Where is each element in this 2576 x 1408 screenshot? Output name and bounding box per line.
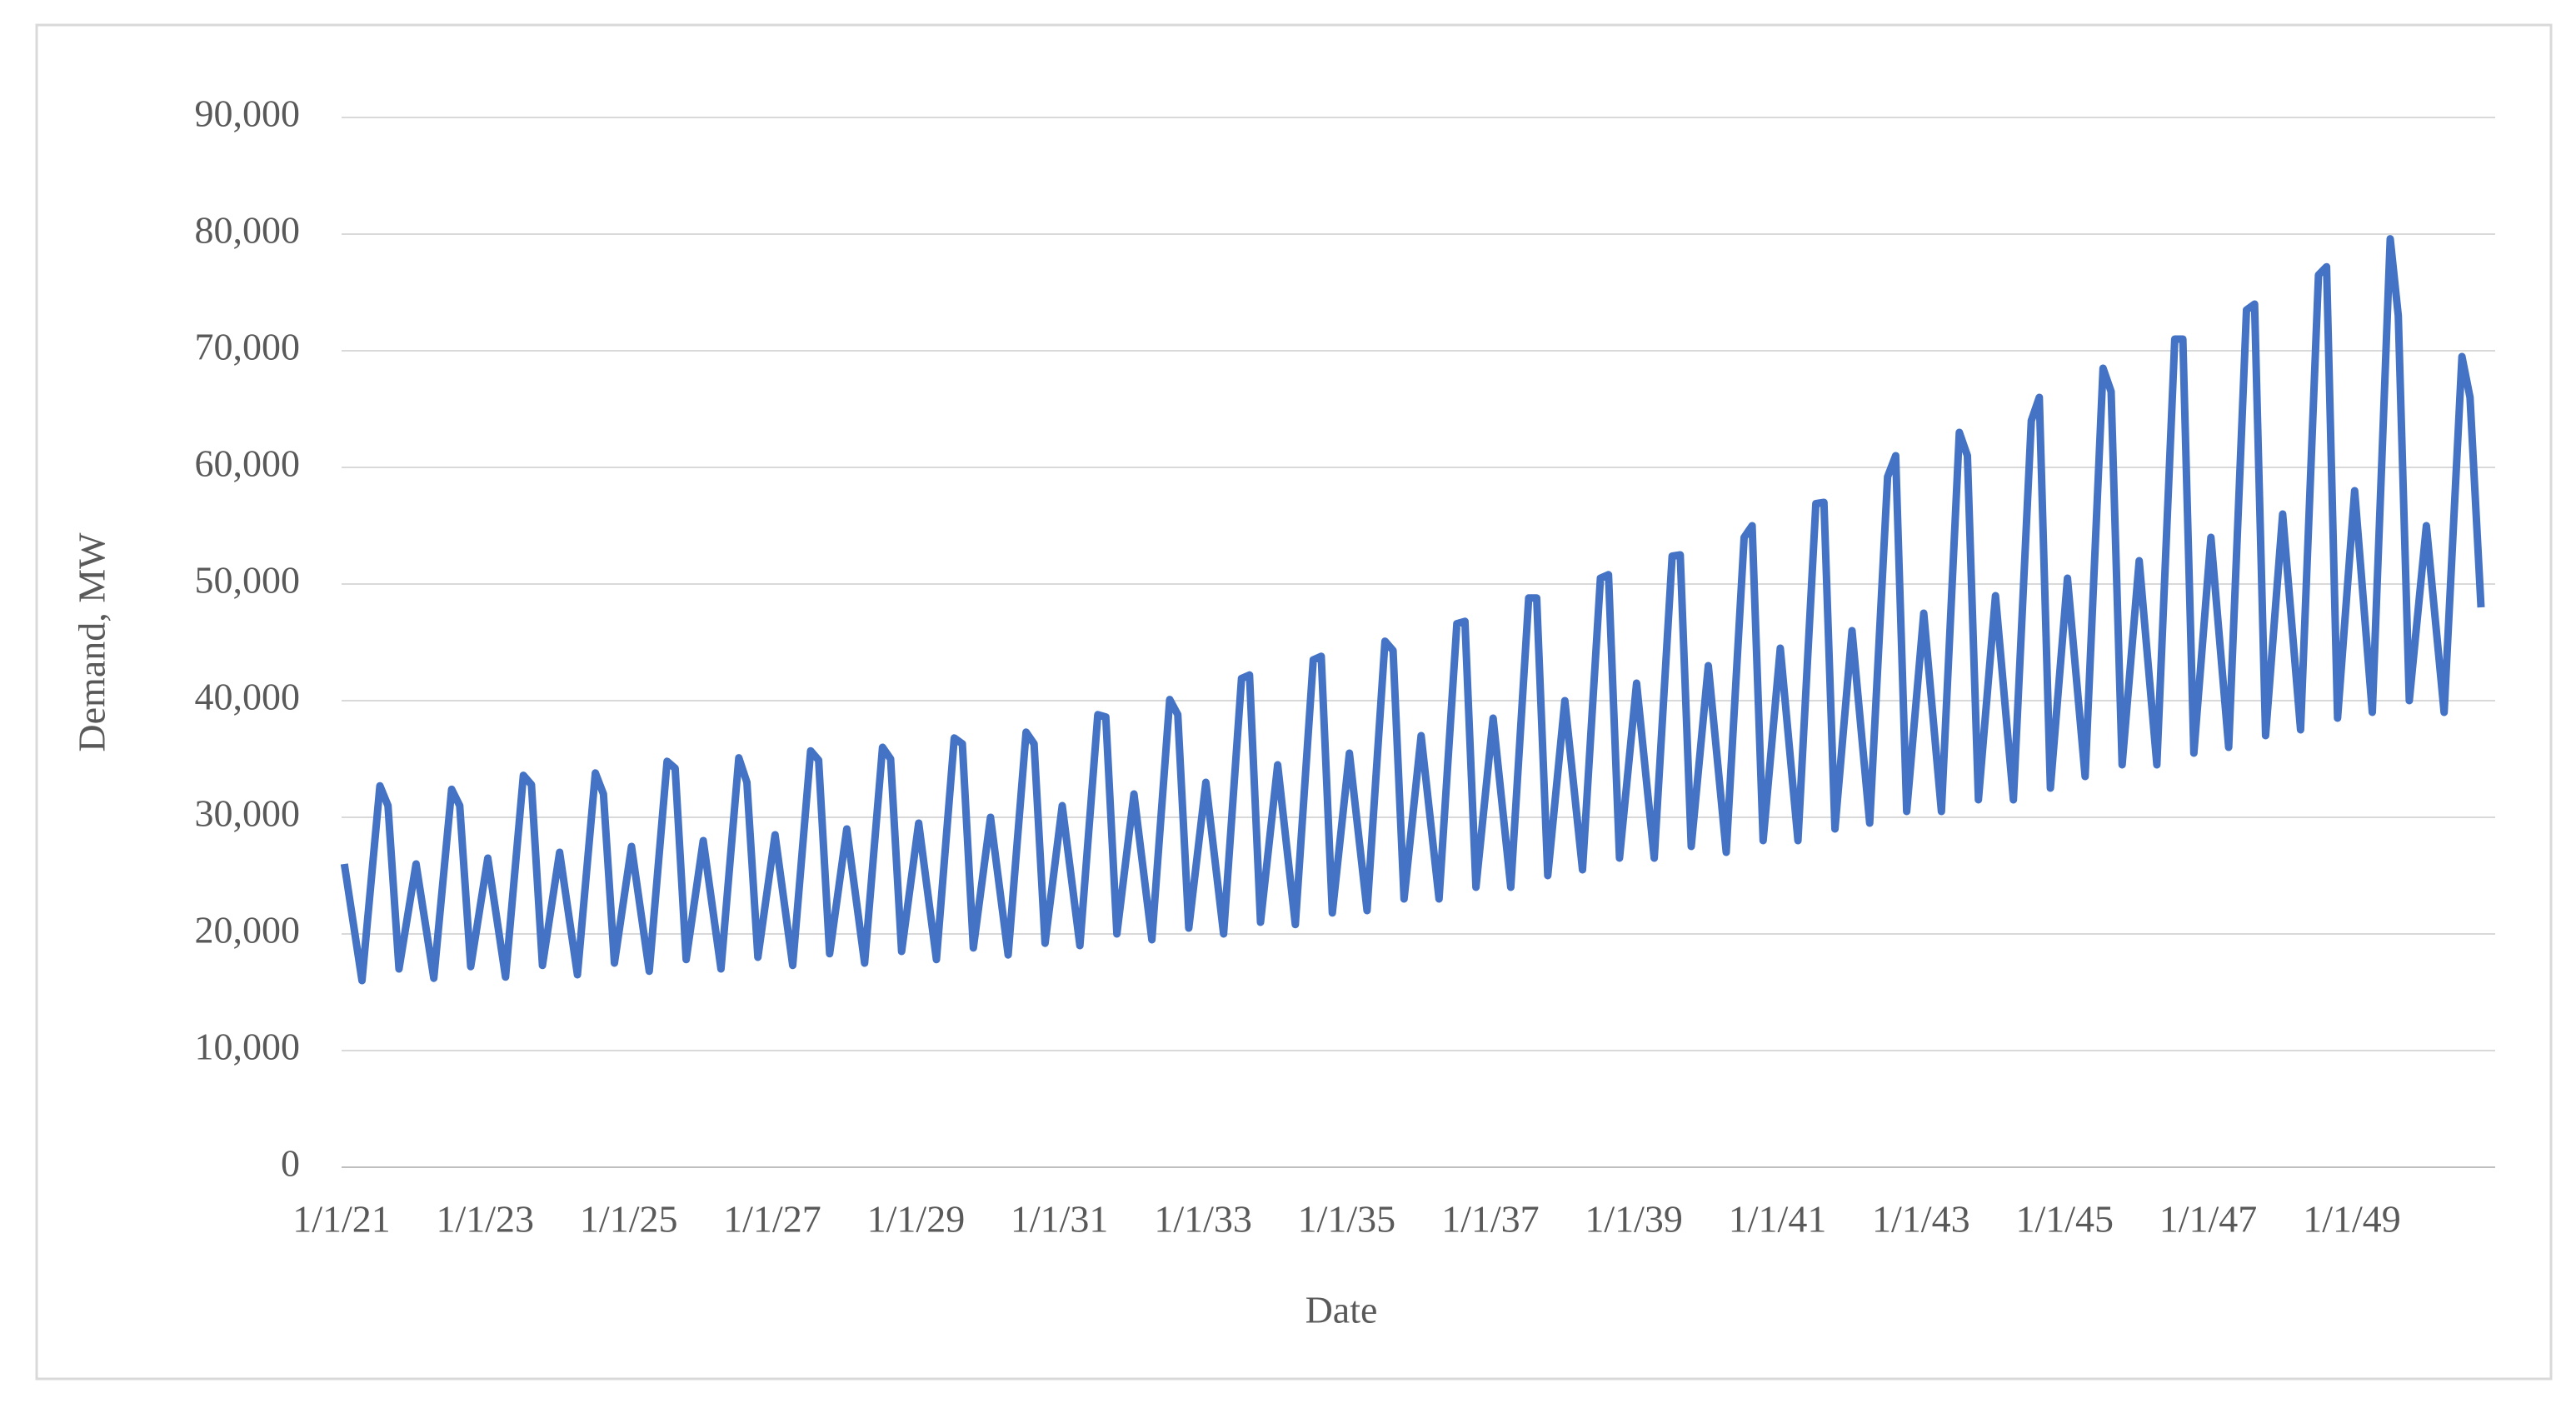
y-tick-label: 30,000 — [195, 792, 301, 835]
y-tick-label: 90,000 — [195, 92, 301, 135]
x-tick-label: 1/1/47 — [2159, 1198, 2258, 1241]
x-tick-label: 1/1/35 — [1298, 1198, 1396, 1241]
x-tick-label: 1/1/37 — [1441, 1198, 1540, 1241]
x-tick-label: 1/1/45 — [2016, 1198, 2114, 1241]
x-tick-label: 1/1/31 — [1011, 1198, 1109, 1241]
y-axis-label: Demand, MW — [71, 532, 113, 752]
x-axis-label: Date — [1305, 1289, 1378, 1331]
x-tick-label: 1/1/33 — [1154, 1198, 1252, 1241]
x-tick-label: 1/1/25 — [580, 1198, 678, 1241]
demand-line — [340, 235, 2485, 985]
x-tick-label: 1/1/43 — [1872, 1198, 1970, 1241]
y-tick-label: 80,000 — [195, 209, 301, 252]
y-tick-label: 20,000 — [195, 909, 301, 951]
x-tick-label: 1/1/39 — [1585, 1198, 1683, 1241]
y-tick-label: 10,000 — [195, 1026, 301, 1068]
x-tick-label: 1/1/21 — [292, 1198, 391, 1241]
x-tick-label: 1/1/29 — [867, 1198, 966, 1241]
y-tick-label: 70,000 — [195, 326, 301, 368]
y-tick-label: 40,000 — [195, 676, 301, 718]
x-tick-label: 1/1/41 — [1729, 1198, 1827, 1241]
x-tick-label: 1/1/27 — [723, 1198, 821, 1241]
x-tick-label: 1/1/23 — [436, 1198, 534, 1241]
x-tick-label: 1/1/49 — [2303, 1198, 2401, 1241]
y-tick-label: 60,000 — [195, 442, 301, 485]
chart-frame — [35, 23, 2553, 1381]
y-tick-label: 50,000 — [195, 559, 301, 602]
y-tick-label: 0 — [281, 1142, 300, 1185]
